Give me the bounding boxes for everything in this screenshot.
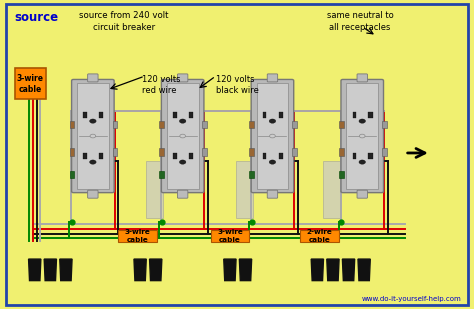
FancyBboxPatch shape — [357, 190, 367, 198]
Bar — [118, 230, 157, 243]
Bar — [263, 112, 266, 118]
Bar — [236, 161, 253, 218]
Bar — [292, 121, 297, 128]
Bar — [256, 83, 288, 189]
Circle shape — [179, 160, 186, 164]
Bar — [249, 121, 254, 128]
Text: same neutral to
all receptacles: same neutral to all receptacles — [327, 11, 393, 32]
Bar — [189, 153, 193, 159]
Circle shape — [359, 119, 365, 123]
Bar — [353, 153, 356, 159]
Polygon shape — [150, 259, 162, 281]
Bar — [368, 112, 373, 118]
Circle shape — [270, 134, 275, 138]
Bar — [292, 148, 297, 156]
Bar — [77, 83, 109, 189]
Bar — [167, 83, 199, 189]
Bar — [346, 83, 378, 189]
Circle shape — [269, 119, 276, 123]
Bar — [353, 112, 356, 118]
Bar — [83, 112, 87, 118]
Circle shape — [359, 160, 365, 164]
Bar — [70, 148, 74, 156]
Polygon shape — [134, 259, 146, 281]
Bar — [189, 112, 193, 118]
Polygon shape — [239, 259, 252, 281]
Bar — [339, 148, 344, 156]
Bar — [159, 171, 164, 178]
FancyBboxPatch shape — [267, 190, 278, 198]
FancyBboxPatch shape — [177, 190, 188, 198]
Bar — [99, 153, 103, 159]
Bar — [113, 148, 118, 156]
FancyBboxPatch shape — [251, 79, 294, 193]
Bar — [279, 153, 283, 159]
Bar — [15, 68, 46, 99]
Bar — [249, 148, 254, 156]
Circle shape — [359, 134, 365, 138]
Circle shape — [90, 160, 96, 164]
Bar — [382, 121, 387, 128]
FancyBboxPatch shape — [161, 79, 204, 193]
Bar — [368, 153, 373, 159]
FancyBboxPatch shape — [88, 190, 98, 198]
Circle shape — [179, 119, 186, 123]
Bar — [159, 148, 164, 156]
Bar — [279, 112, 283, 118]
Text: source: source — [15, 11, 59, 24]
Bar — [113, 121, 118, 128]
Polygon shape — [311, 259, 323, 281]
Polygon shape — [327, 259, 339, 281]
Bar — [382, 148, 387, 156]
Bar — [70, 171, 74, 178]
Text: 3-wire
cable: 3-wire cable — [125, 229, 151, 243]
Bar — [146, 161, 163, 218]
Bar — [99, 112, 103, 118]
Bar — [173, 153, 176, 159]
Bar — [301, 230, 339, 243]
Polygon shape — [358, 259, 370, 281]
Text: 3-wire
cable: 3-wire cable — [217, 229, 243, 243]
FancyBboxPatch shape — [357, 74, 367, 82]
FancyBboxPatch shape — [267, 74, 278, 82]
Bar — [83, 153, 87, 159]
Text: 3-wire
cable: 3-wire cable — [17, 74, 44, 94]
Polygon shape — [224, 259, 236, 281]
Bar — [70, 121, 74, 128]
FancyBboxPatch shape — [341, 79, 383, 193]
Text: www.do-it-yourself-help.com: www.do-it-yourself-help.com — [362, 295, 462, 302]
Polygon shape — [342, 259, 355, 281]
Bar — [202, 121, 207, 128]
Circle shape — [90, 134, 96, 138]
Text: source from 240 volt
circuit breaker: source from 240 volt circuit breaker — [79, 11, 168, 32]
Text: 2-wire
cable: 2-wire cable — [307, 229, 333, 243]
Circle shape — [180, 134, 185, 138]
Text: 120 volts
black wire: 120 volts black wire — [216, 74, 259, 95]
Bar — [173, 112, 176, 118]
Circle shape — [90, 119, 96, 123]
Polygon shape — [60, 259, 72, 281]
Circle shape — [269, 160, 276, 164]
FancyBboxPatch shape — [88, 74, 98, 82]
Bar — [339, 171, 344, 178]
Bar — [339, 121, 344, 128]
Bar — [323, 161, 340, 218]
Bar — [263, 153, 266, 159]
Bar — [202, 148, 207, 156]
Bar — [249, 171, 254, 178]
Bar — [210, 230, 249, 243]
Bar — [159, 121, 164, 128]
FancyBboxPatch shape — [177, 74, 188, 82]
FancyBboxPatch shape — [72, 79, 114, 193]
Polygon shape — [28, 259, 41, 281]
Polygon shape — [44, 259, 56, 281]
Text: 120 volts
red wire: 120 volts red wire — [143, 74, 181, 95]
